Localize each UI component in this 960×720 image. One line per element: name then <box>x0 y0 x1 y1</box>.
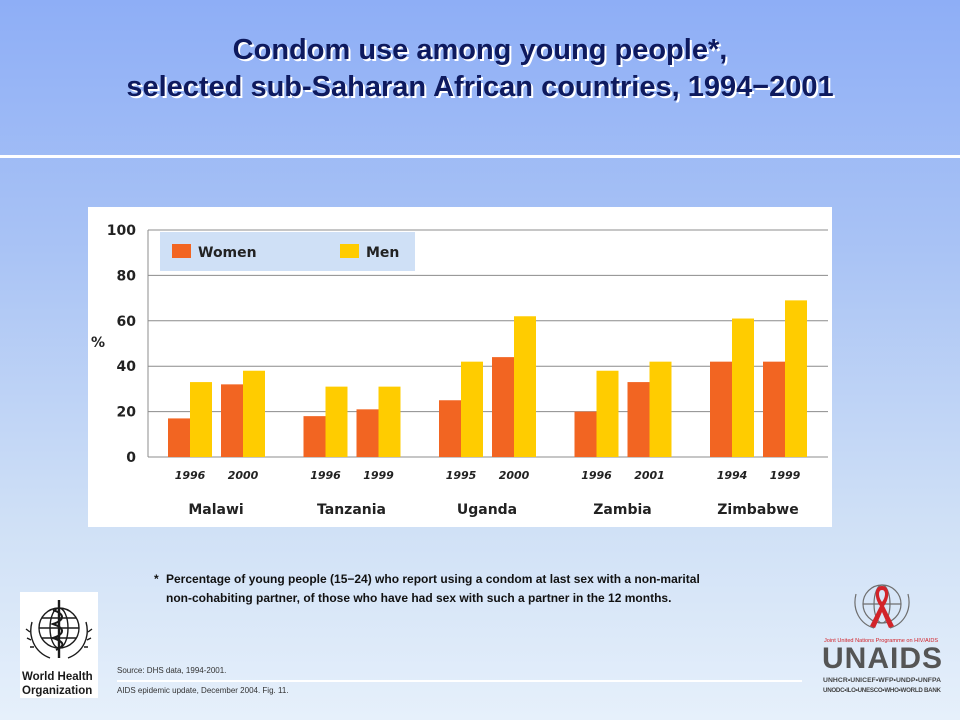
legend-box <box>160 232 415 271</box>
bar-men <box>596 370 619 457</box>
chart-panel: 0 20 40 60 80 100% 1996 2000 Malawi 1996 1999 Tanza… <box>88 207 832 527</box>
bar-women <box>303 416 326 457</box>
year-label: 1996 <box>581 469 612 482</box>
unaids-tagline: Joint United Nations Programme on HIV/AI… <box>824 638 938 644</box>
y-axis-label: % <box>91 335 105 351</box>
y-tick-label: 20 <box>117 405 137 421</box>
country-label: Tanzania <box>317 502 386 518</box>
y-tick-label: 40 <box>117 359 137 375</box>
year-label: 1999 <box>363 469 394 482</box>
bar-women <box>439 400 461 457</box>
title-line-2: selected sub-Saharan African countries, … <box>126 71 834 103</box>
bar-men <box>649 361 672 457</box>
who-logo: World Health Organization <box>20 592 98 698</box>
y-tick-label: 0 <box>126 450 136 466</box>
bar-women <box>356 409 379 457</box>
bar-women <box>574 411 597 457</box>
footnote-star: * <box>154 572 159 586</box>
country-label: Zambia <box>593 502 651 518</box>
who-logo-line-2: Organization <box>22 685 92 697</box>
year-label: 1999 <box>770 469 801 482</box>
bar-women <box>763 361 785 457</box>
bar-men <box>732 318 754 457</box>
country-label: Uganda <box>457 502 517 518</box>
bar-chart: 0 20 40 60 80 100% 1996 2000 Malawi 1996 1999 Tanza… <box>91 223 828 518</box>
bar-women <box>710 361 732 457</box>
bar-women <box>168 418 190 457</box>
legend-swatch-women <box>172 244 191 258</box>
footer-divider <box>117 680 802 682</box>
bar-men <box>514 316 536 457</box>
year-label: 1994 <box>717 469 748 482</box>
unaids-logo: Joint United Nations Programme on HIV/AI… <box>818 576 946 700</box>
bar-men <box>190 382 212 457</box>
footnote-line-1: Percentage of young people (15−24) who r… <box>166 572 700 586</box>
bar-women <box>221 384 243 457</box>
bar-men <box>243 370 265 457</box>
year-label: 2000 <box>228 469 259 482</box>
legend-label-men: Men <box>366 245 399 261</box>
year-label: 2000 <box>499 469 530 482</box>
who-emblem-icon <box>25 600 93 659</box>
unaids-sponsors-line-2: UNODC•ILO•UNESCO•WHO•WORLD BANK <box>823 687 942 694</box>
y-tick-label: 80 <box>117 268 137 284</box>
year-label: 2001 <box>634 469 665 482</box>
footnote-line-2: non-cohabiting partner, of those who hav… <box>166 591 672 605</box>
citation-note: AIDS epidemic update, December 2004. Fig… <box>117 686 289 695</box>
bar-men <box>785 300 807 457</box>
unaids-sponsors-line-1: UNHCR•UNICEF•WFP•UNDP•UNFPA <box>823 677 941 684</box>
bar-women <box>627 382 650 457</box>
unaids-name: UNAIDS <box>822 642 942 675</box>
country-label: Zimbabwe <box>717 502 798 518</box>
year-label: 1995 <box>446 469 477 482</box>
y-tick-label: 100 <box>107 223 136 239</box>
bar-men <box>378 386 401 457</box>
bar-women <box>492 357 514 457</box>
legend-label-women: Women <box>198 245 257 261</box>
y-tick-label: 60 <box>117 314 137 330</box>
bar-men <box>325 386 348 457</box>
red-ribbon-icon <box>870 586 894 628</box>
country-label: Malawi <box>188 502 243 518</box>
source-note: Source: DHS data, 1994-2001. <box>117 666 227 675</box>
year-label: 1996 <box>310 469 341 482</box>
footnote: * Percentage of young people (15−24) who… <box>154 570 794 608</box>
legend-swatch-men <box>340 244 359 258</box>
title-line-1: Condom use among young people*, <box>232 34 728 66</box>
bar-men <box>461 361 483 457</box>
title-divider <box>0 155 960 158</box>
who-logo-line-1: World Health <box>22 671 93 683</box>
un-emblem-icon <box>854 584 910 629</box>
year-label: 1996 <box>175 469 206 482</box>
page-title: Condom use among young people*, selected… <box>0 32 960 106</box>
